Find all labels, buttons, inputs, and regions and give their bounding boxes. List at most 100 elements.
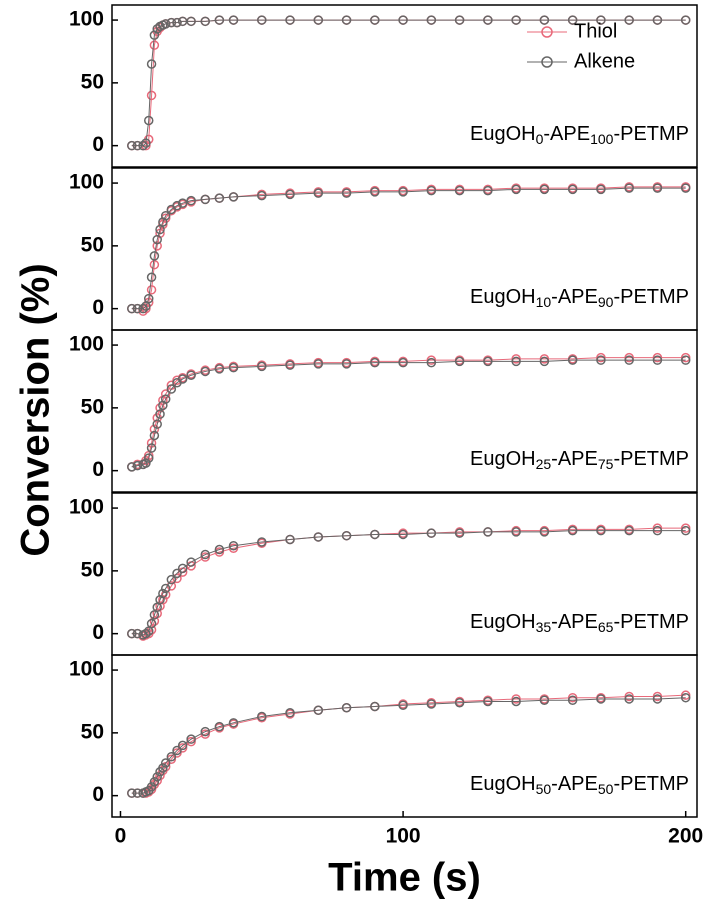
data-point xyxy=(567,355,578,365)
data-point xyxy=(200,194,211,205)
series-line xyxy=(131,187,686,310)
data-point xyxy=(596,355,606,365)
data-point xyxy=(214,193,225,203)
panel-label-subscript: 75 xyxy=(598,456,614,472)
data-point xyxy=(149,430,160,441)
data-point xyxy=(652,694,663,704)
panel-label-part: -APE xyxy=(551,773,598,795)
panel-label-part: -APE xyxy=(543,123,590,145)
data-point xyxy=(511,527,521,537)
data-point xyxy=(177,198,188,208)
data-point xyxy=(483,696,493,707)
data-point xyxy=(680,355,691,365)
data-point xyxy=(257,361,267,372)
data-point xyxy=(285,534,295,545)
data-point xyxy=(186,734,196,744)
data-point xyxy=(146,443,157,453)
data-point xyxy=(152,772,162,782)
y-tick-label: 0 xyxy=(92,458,104,481)
y-tick-label: 0 xyxy=(92,783,104,806)
data-point xyxy=(143,293,154,304)
data-point xyxy=(257,190,267,201)
x-tick-label: 200 xyxy=(668,825,703,848)
data-point xyxy=(127,628,137,639)
data-point xyxy=(596,184,606,195)
data-point xyxy=(567,15,578,25)
y-tick-label: 100 xyxy=(69,171,104,194)
data-point xyxy=(172,745,182,756)
plot-frame xyxy=(111,654,698,818)
data-point xyxy=(200,549,211,560)
panel-label-subscript: 25 xyxy=(536,456,552,472)
y-tick-label: 50 xyxy=(81,720,104,743)
data-point xyxy=(160,758,171,768)
panel-label-subscript: 65 xyxy=(598,619,614,635)
data-point xyxy=(146,90,157,101)
y-tick-label: 100 xyxy=(69,333,104,356)
panel-label-subscript: 90 xyxy=(598,294,614,310)
data-point xyxy=(141,458,151,468)
panel-label-part: EugOH xyxy=(470,286,536,308)
data-point xyxy=(158,763,168,773)
data-point xyxy=(454,15,465,25)
panel-label-part: -PETMP xyxy=(613,773,689,795)
panel-label-part: -PETMP xyxy=(613,611,689,633)
panel-label-part: -PETMP xyxy=(613,286,689,308)
data-point xyxy=(539,184,550,195)
data-point xyxy=(149,777,160,787)
data-point xyxy=(398,529,408,540)
data-point xyxy=(143,115,154,126)
data-point xyxy=(166,751,177,762)
panel-label-subscript: 50 xyxy=(536,781,552,797)
y-tick-label: 0 xyxy=(92,133,104,156)
panel-label-part: -APE xyxy=(551,448,598,470)
data-point xyxy=(172,17,182,28)
data-point xyxy=(624,15,634,25)
data-point xyxy=(483,527,493,537)
data-point xyxy=(398,357,408,368)
panel-label-subscript: 100 xyxy=(590,131,614,147)
data-point xyxy=(511,356,521,367)
data-point xyxy=(680,15,691,25)
data-point xyxy=(166,574,177,585)
data-point xyxy=(454,528,465,538)
data-point xyxy=(539,695,550,705)
x-tick-label: 100 xyxy=(386,825,421,848)
legend-label: Thiol xyxy=(574,20,617,42)
data-point xyxy=(567,184,578,195)
data-point xyxy=(313,188,324,198)
series-line xyxy=(131,359,686,468)
data-point xyxy=(158,594,168,605)
data-point xyxy=(426,528,437,538)
data-point xyxy=(341,188,352,198)
data-point xyxy=(370,701,380,712)
data-point xyxy=(313,359,324,369)
data-point xyxy=(680,183,691,193)
data-point xyxy=(160,19,171,29)
panel-label-part: -APE xyxy=(551,286,598,308)
data-point xyxy=(146,59,157,69)
data-point xyxy=(341,530,352,541)
data-point xyxy=(160,210,171,221)
data-point xyxy=(426,699,437,709)
data-point xyxy=(539,356,550,367)
y-tick-label: 100 xyxy=(69,658,104,681)
y-tick-label: 100 xyxy=(69,8,104,31)
legend-marker xyxy=(541,56,553,68)
series-line xyxy=(131,694,686,794)
panel-label: EugOH50-APE50-PETMP xyxy=(470,773,689,796)
data-point xyxy=(177,740,188,751)
data-point xyxy=(141,628,151,639)
data-point xyxy=(285,15,295,25)
y-tick-label: 0 xyxy=(92,296,104,319)
data-point xyxy=(370,187,380,197)
data-point xyxy=(680,525,691,536)
data-point xyxy=(155,409,165,419)
data-point xyxy=(454,697,465,708)
data-point xyxy=(160,389,171,399)
panel-label-part: EugOH xyxy=(470,773,536,795)
data-point xyxy=(652,525,663,536)
y-tick-label: 0 xyxy=(92,621,104,644)
data-point xyxy=(511,184,521,195)
data-point xyxy=(341,359,352,369)
